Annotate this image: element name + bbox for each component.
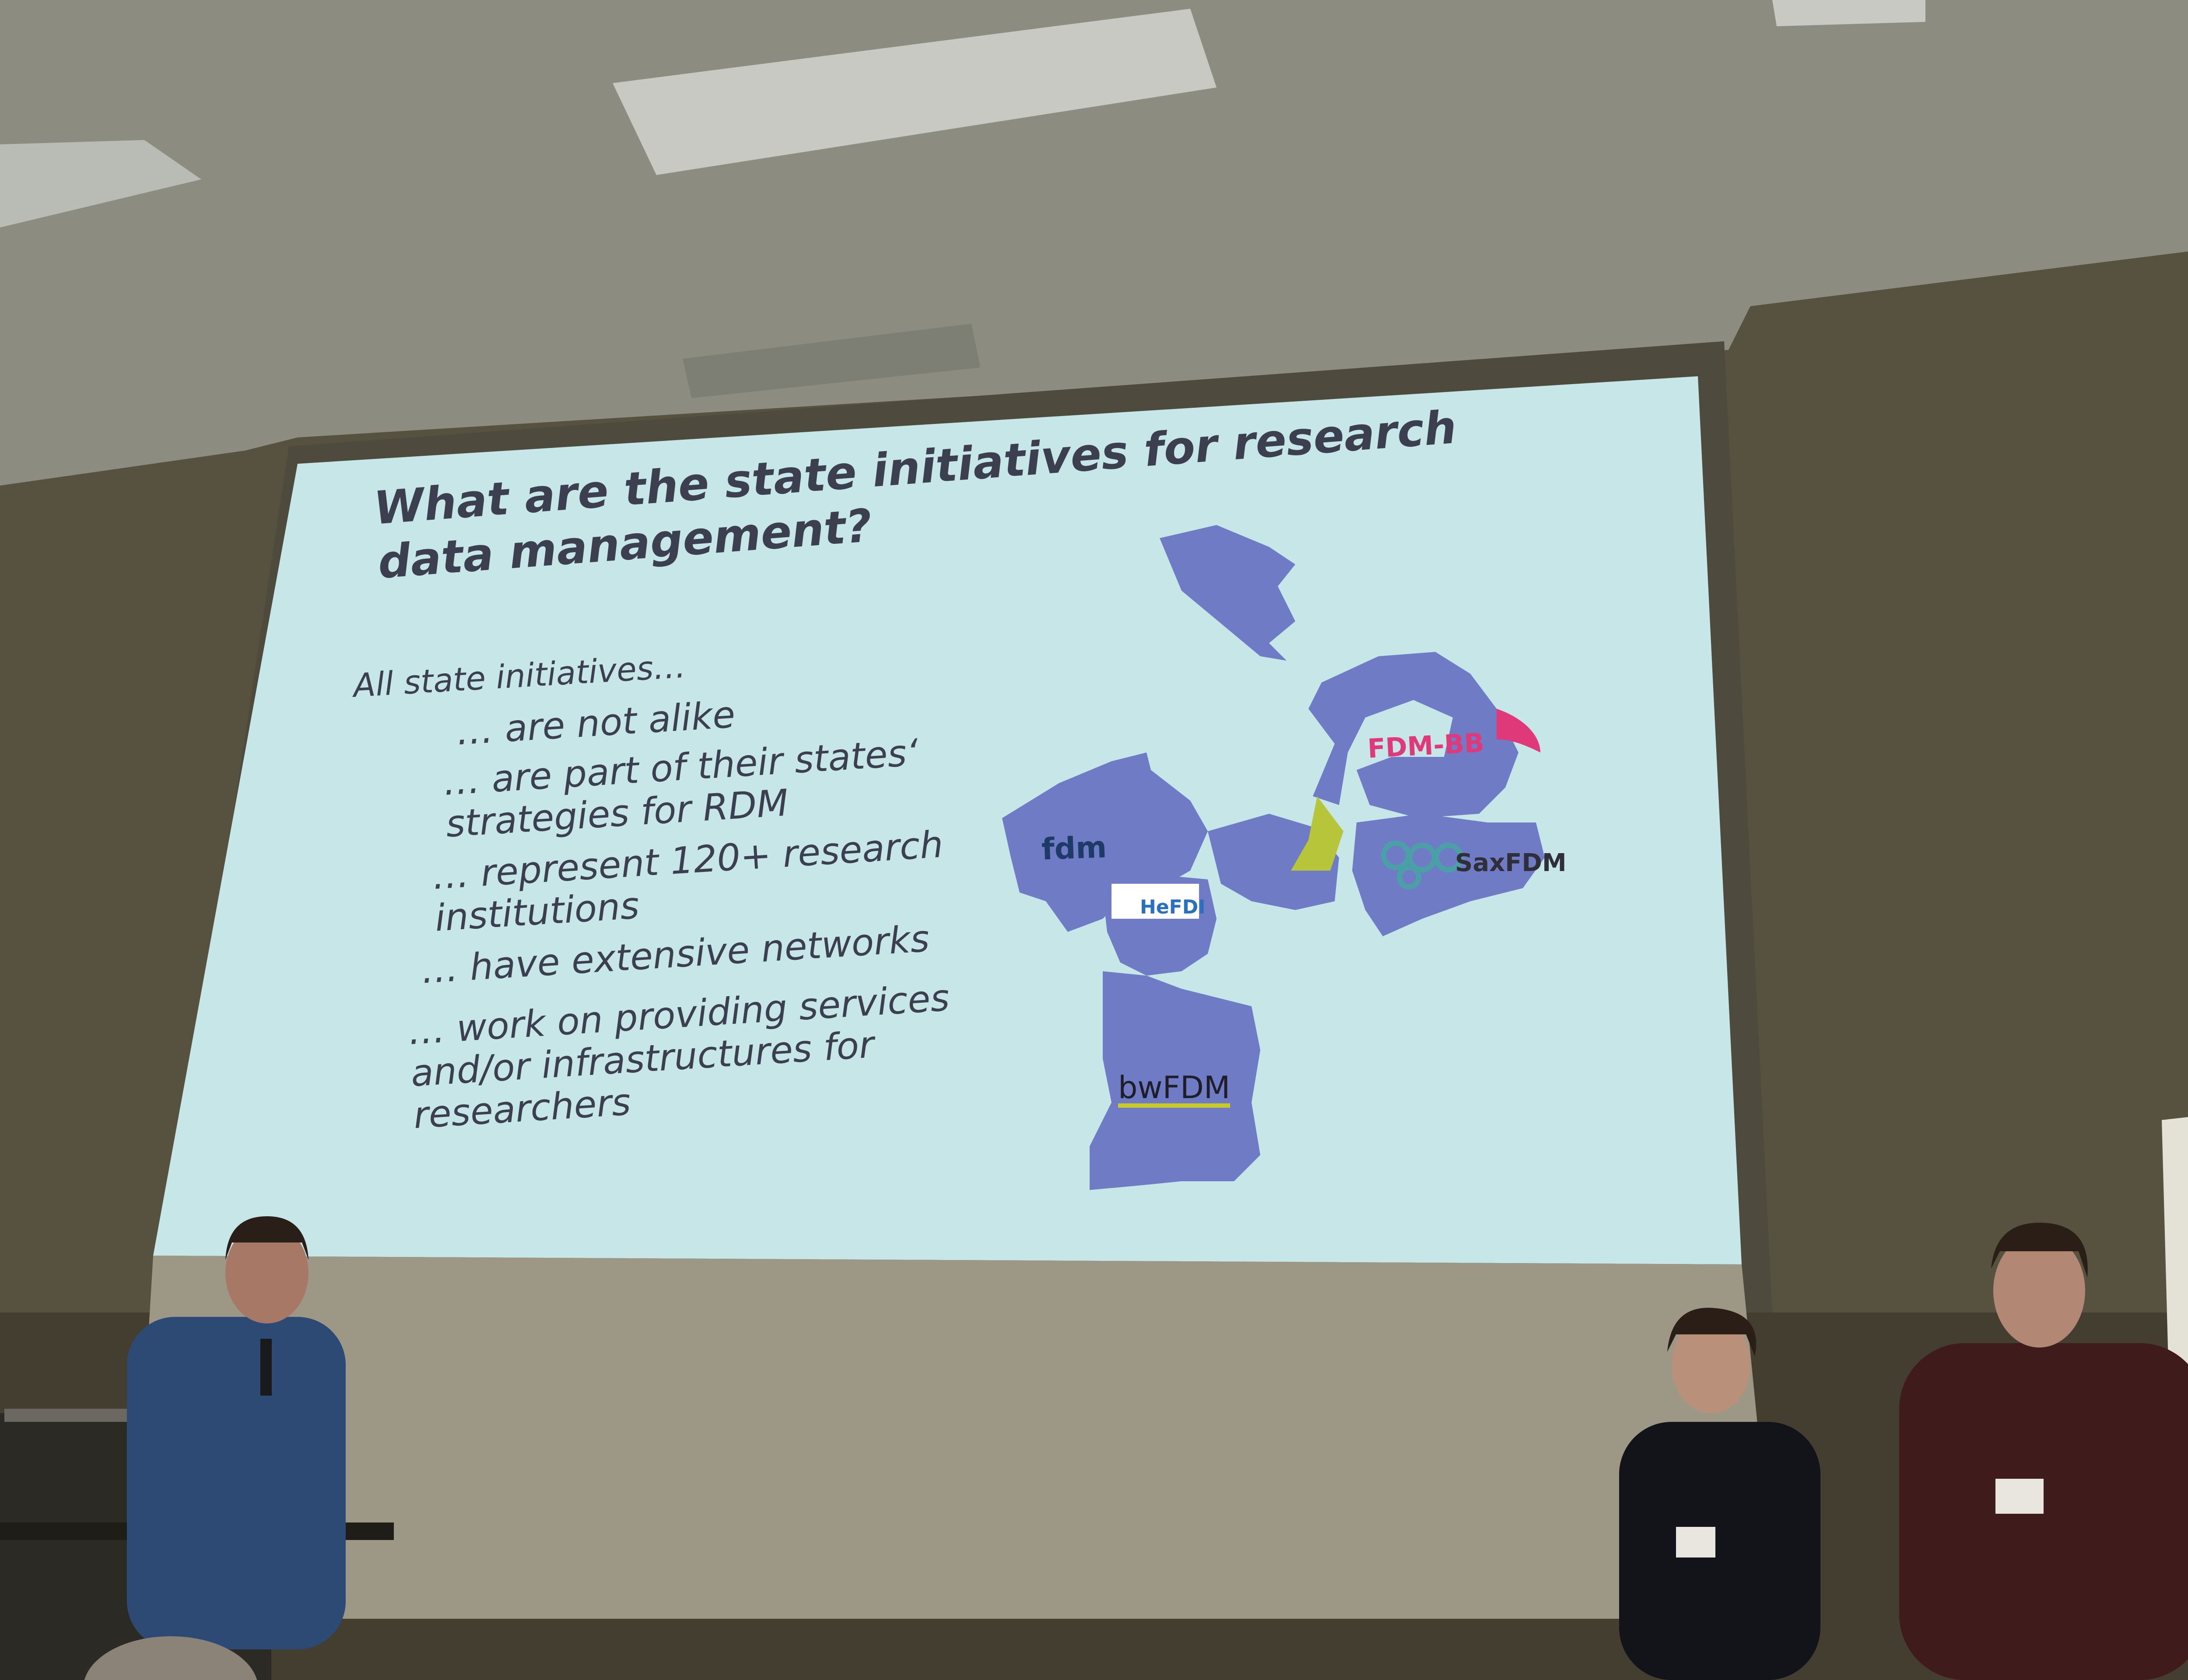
presenter-left [127,1216,346,1649]
wing-logo-icon [1497,709,1540,752]
ceiling-light-center [613,9,1217,175]
person-center-body [1619,1422,1820,1680]
audience-person-right [1899,1222,2188,1680]
person-center-hair [1667,1308,1757,1356]
saxfdm-rings-icon [1381,840,1463,889]
star-logo-icon [1291,796,1343,871]
projected-slide [153,376,1742,1264]
ceiling-light-right [1772,0,1925,26]
map-region-thuringia [1208,814,1339,910]
person-right-head [1993,1234,2085,1348]
microphone-icon [260,1339,272,1396]
presenter-left-head [225,1223,309,1323]
map-region-schleswig-holstein [1160,525,1295,661]
hefdi-logo-box [1112,884,1199,919]
presenter-left-body [127,1317,346,1649]
badge-icon [1676,1527,1715,1558]
person-center-head [1672,1317,1750,1413]
ceiling-light-left [0,140,201,228]
screen-lower-area [131,1256,1777,1619]
person-right-hair [1991,1222,2088,1278]
map-region-baden-wuerttemberg [1090,971,1260,1190]
person-right-body [1899,1343,2188,1680]
audience-head-bottom [84,1636,257,1680]
germany-map [1002,525,1545,1190]
badge-icon [1995,1479,2044,1514]
ceiling [0,0,2188,486]
map-region-brandenburg [1308,652,1518,818]
audience-person-center [1619,1308,1820,1680]
ceiling-vent [683,324,980,398]
presenter-left-hair [225,1216,309,1260]
